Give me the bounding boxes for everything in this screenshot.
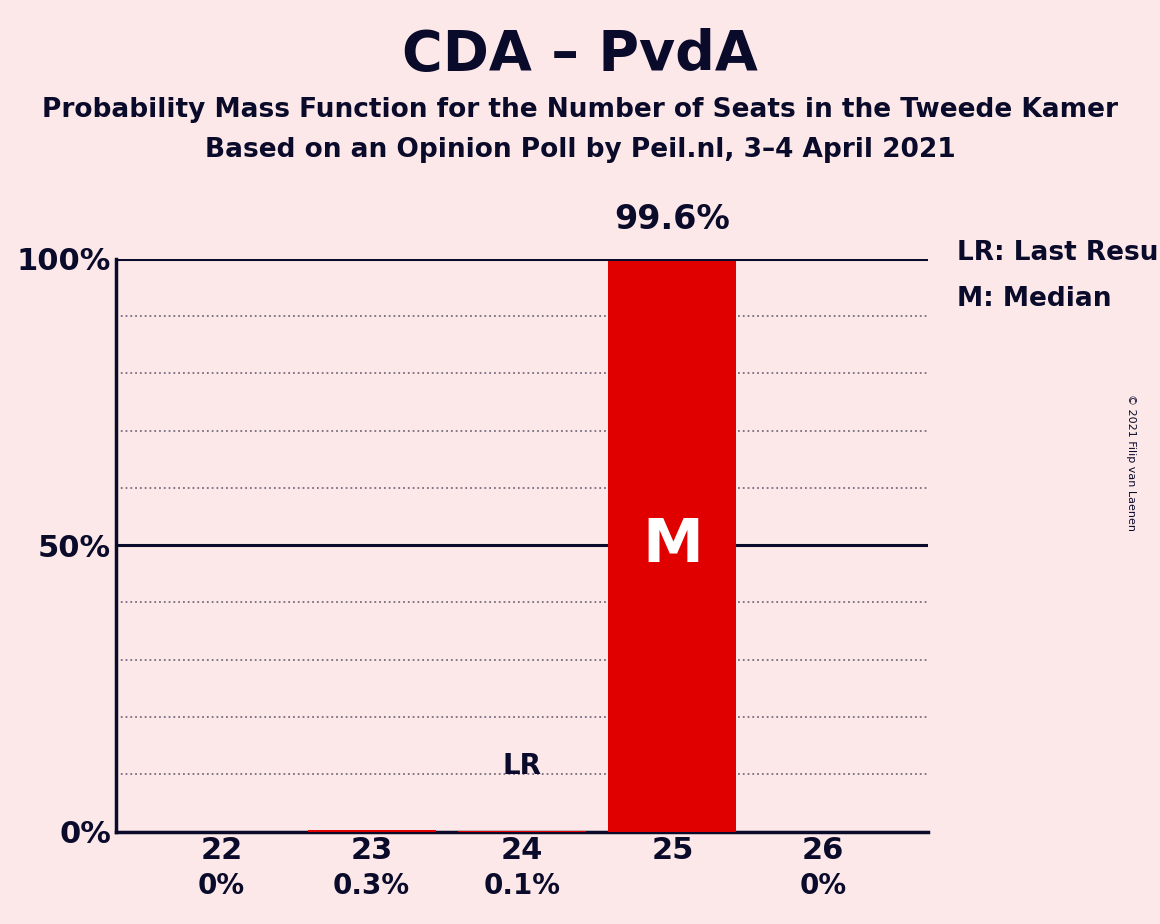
- Text: 0.3%: 0.3%: [333, 871, 411, 900]
- Text: LR: LR: [502, 752, 542, 780]
- Text: © 2021 Filip van Laenen: © 2021 Filip van Laenen: [1126, 394, 1136, 530]
- Text: M: Median: M: Median: [957, 286, 1111, 312]
- Text: 0%: 0%: [197, 871, 245, 900]
- Text: CDA – PvdA: CDA – PvdA: [403, 28, 757, 81]
- Bar: [307, 830, 435, 832]
- Text: LR: Last Result: LR: Last Result: [957, 240, 1160, 266]
- Text: M: M: [641, 516, 703, 575]
- Text: Based on an Opinion Poll by Peil.nl, 3–4 April 2021: Based on an Opinion Poll by Peil.nl, 3–4…: [204, 137, 956, 163]
- Text: Probability Mass Function for the Number of Seats in the Tweede Kamer: Probability Mass Function for the Number…: [42, 97, 1118, 123]
- Bar: [609, 261, 737, 832]
- Text: 0%: 0%: [799, 871, 847, 900]
- Text: 0.1%: 0.1%: [484, 871, 560, 900]
- Text: 99.6%: 99.6%: [615, 202, 731, 236]
